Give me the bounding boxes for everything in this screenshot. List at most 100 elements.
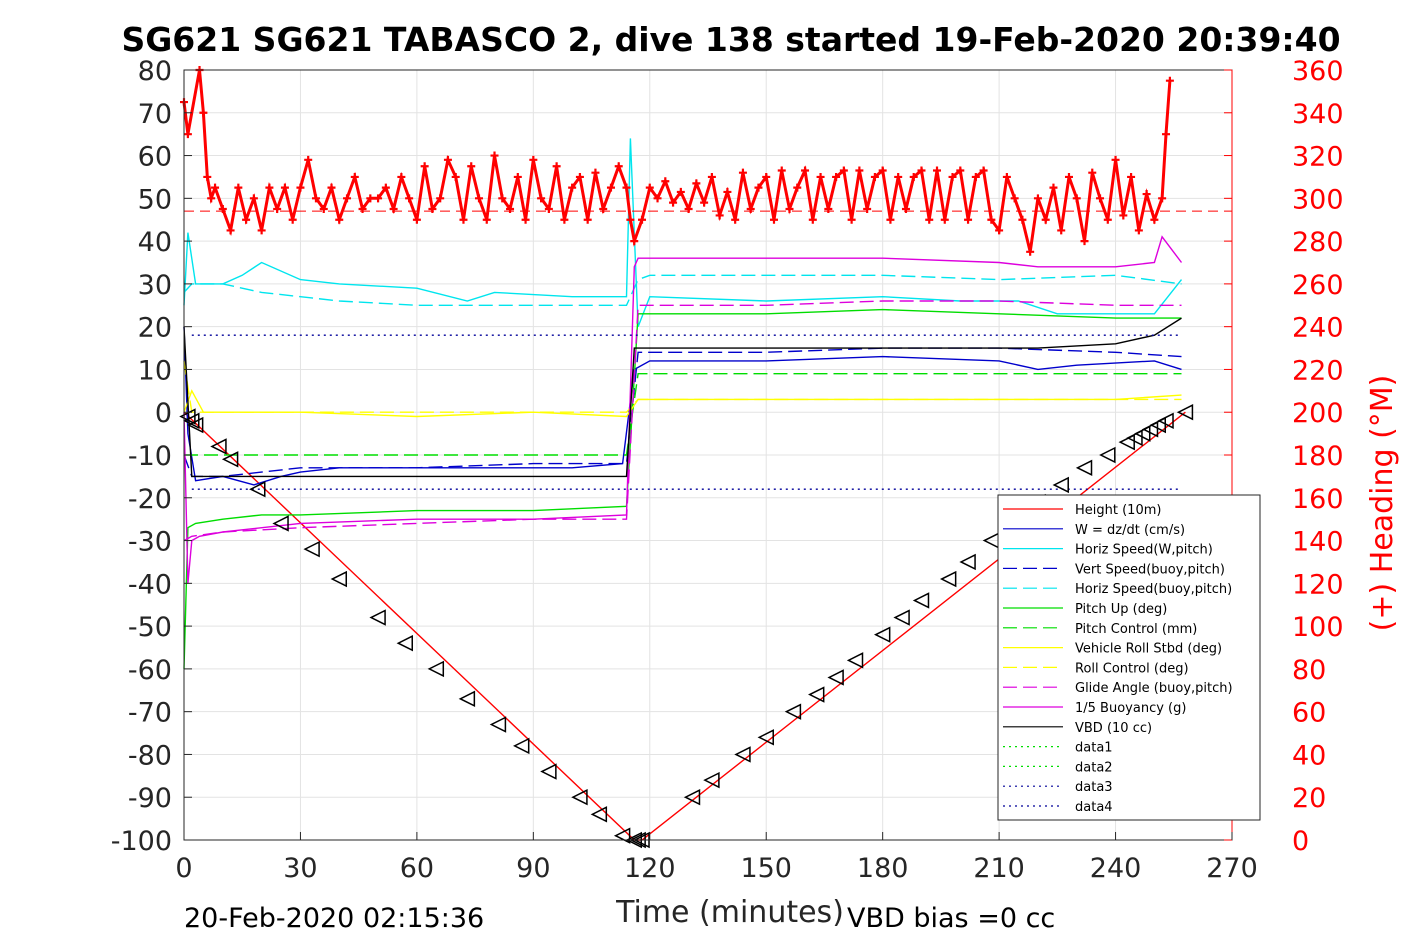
x-tick-label: 120 (624, 853, 676, 884)
legend-label: Pitch Control (mm) (1075, 622, 1197, 637)
legend-label: Vert Speed(buoy,pitch) (1075, 562, 1225, 577)
depth-marker (1052, 476, 1069, 494)
depth-marker (1099, 446, 1116, 464)
depth-marker (959, 553, 976, 571)
y-right-tick-label: 280 (1292, 227, 1344, 258)
depth-marker (613, 827, 631, 844)
depth-marker (1176, 404, 1194, 421)
x-tick-label: 0 (175, 853, 192, 884)
y-tick-label: 0 (155, 398, 172, 429)
y-right-tick-label: 220 (1292, 355, 1344, 386)
left-axis: 80 70 60 50 40 30 20 10 0 -10 -20 -30 -40 -50 -60 -70 -8… (111, 56, 192, 857)
y-tick-label: 30 (138, 270, 172, 301)
y-right-tick-label: 100 (1292, 612, 1344, 643)
x-tick-label: 210 (973, 853, 1025, 884)
depth-marker (1118, 433, 1135, 451)
series-line-1-5-buoyancy-g (183, 235, 1183, 584)
series-line-horiz-speed-buoy-pitch (183, 274, 1182, 306)
y-right-tick-label: 260 (1292, 270, 1344, 301)
y-right-tick-label: 80 (1292, 655, 1326, 686)
x-tick-label: 180 (857, 853, 909, 884)
y-tick-label: -40 (128, 569, 172, 600)
y-tick-label: -70 (128, 698, 172, 729)
right-axis-label: (+) Heading (°M) (1365, 375, 1400, 632)
depth-marker (489, 716, 507, 733)
depth-marker (893, 609, 910, 626)
depth-marker (1126, 429, 1143, 447)
x-tick-label: 270 (1206, 853, 1258, 884)
y-right-tick-label: 60 (1292, 698, 1326, 729)
legend-label: Glide Angle (buoy,pitch) (1075, 681, 1233, 696)
depth-marker (1157, 412, 1174, 429)
y-right-tick-label: 320 (1292, 142, 1344, 173)
depth-marker (330, 570, 348, 588)
vbd-bias-label: VBD bias =0 cc (847, 903, 1055, 934)
y-tick-label: 10 (138, 355, 172, 386)
y-tick-label: 80 (138, 56, 172, 87)
heading-trace (182, 69, 1172, 253)
depth-marker (683, 789, 701, 806)
series-line-roll-control-deg (183, 360, 1182, 413)
depth-marker (427, 660, 445, 678)
depth-marker (808, 686, 825, 703)
y-tick-label: 20 (138, 313, 172, 344)
y-right-tick-label: 20 (1292, 783, 1326, 814)
marker-layer (179, 404, 1194, 849)
legend-label: Horiz Speed(W,pitch) (1075, 543, 1213, 558)
y-tick-label: -30 (128, 527, 172, 558)
depth-marker (369, 609, 386, 626)
legend-label: data1 (1075, 741, 1113, 756)
depth-marker (912, 592, 930, 609)
depth-marker (513, 737, 530, 755)
bottom-axis: 0 30 60 90 120 150 180 210 240 270 (175, 832, 1258, 884)
y-right-tick-label: 360 (1292, 56, 1344, 87)
depth-marker (458, 690, 476, 708)
depth-marker (396, 635, 413, 652)
legend-label: data3 (1075, 780, 1113, 795)
depth-marker (873, 626, 891, 643)
series-line-pitch-up-deg (183, 308, 1182, 669)
legend-label: Horiz Speed(buoy,pitch) (1075, 582, 1232, 597)
depth-marker (540, 763, 557, 780)
depth-marker (571, 789, 588, 806)
x-tick-label: 240 (1090, 853, 1142, 884)
depth-marker (272, 515, 289, 532)
y-tick-label: -50 (128, 612, 172, 643)
y-tick-label: -100 (111, 826, 172, 857)
chart-title: SG621 SG621 TABASCO 2, dive 138 started … (121, 20, 1340, 59)
legend-label: Pitch Up (deg) (1075, 602, 1167, 617)
x-tick-label: 90 (516, 853, 550, 884)
y-right-tick-label: 140 (1292, 527, 1344, 558)
legend: Height (10m) W = dz/dt (cm/s) Horiz Speed(… (997, 494, 1261, 821)
y-tick-label: 70 (138, 99, 172, 130)
y-right-tick-label: 340 (1292, 99, 1344, 130)
y-right-tick-label: 0 (1292, 826, 1309, 857)
x-tick-label: 30 (283, 853, 317, 884)
legend-label: Vehicle Roll Stbd (deg) (1075, 642, 1222, 657)
legend-label: VBD (10 cc) (1075, 721, 1152, 736)
series-line-vbd-10-cc (183, 317, 1182, 478)
y-right-tick-label: 40 (1292, 740, 1326, 771)
depth-marker (590, 806, 608, 823)
legend-label: Height (10m) (1075, 503, 1161, 518)
y-tick-label: 60 (138, 142, 172, 173)
y-tick-label: -60 (128, 655, 172, 686)
depth-marker (1075, 459, 1093, 477)
depth-marker (1149, 416, 1166, 434)
legend-label: 1/5 Buoyancy (g) (1075, 701, 1186, 716)
depth-marker (784, 703, 802, 720)
depth-marker (827, 669, 844, 686)
depth-marker (1141, 421, 1159, 438)
depth-marker (757, 729, 774, 746)
legend-label: data2 (1075, 760, 1113, 775)
series-line-w-dz-dt-cm-s (183, 326, 1182, 486)
y-tick-label: -10 (128, 441, 172, 472)
depth-marker (210, 438, 227, 455)
end-time-label: 20-Feb-2020 02:15:36 (184, 903, 484, 934)
y-right-tick-label: 180 (1292, 441, 1344, 472)
depth-marker (939, 570, 957, 588)
depth-marker (703, 771, 720, 789)
heading-layer (180, 66, 1232, 256)
y-right-tick-label: 160 (1292, 484, 1344, 515)
